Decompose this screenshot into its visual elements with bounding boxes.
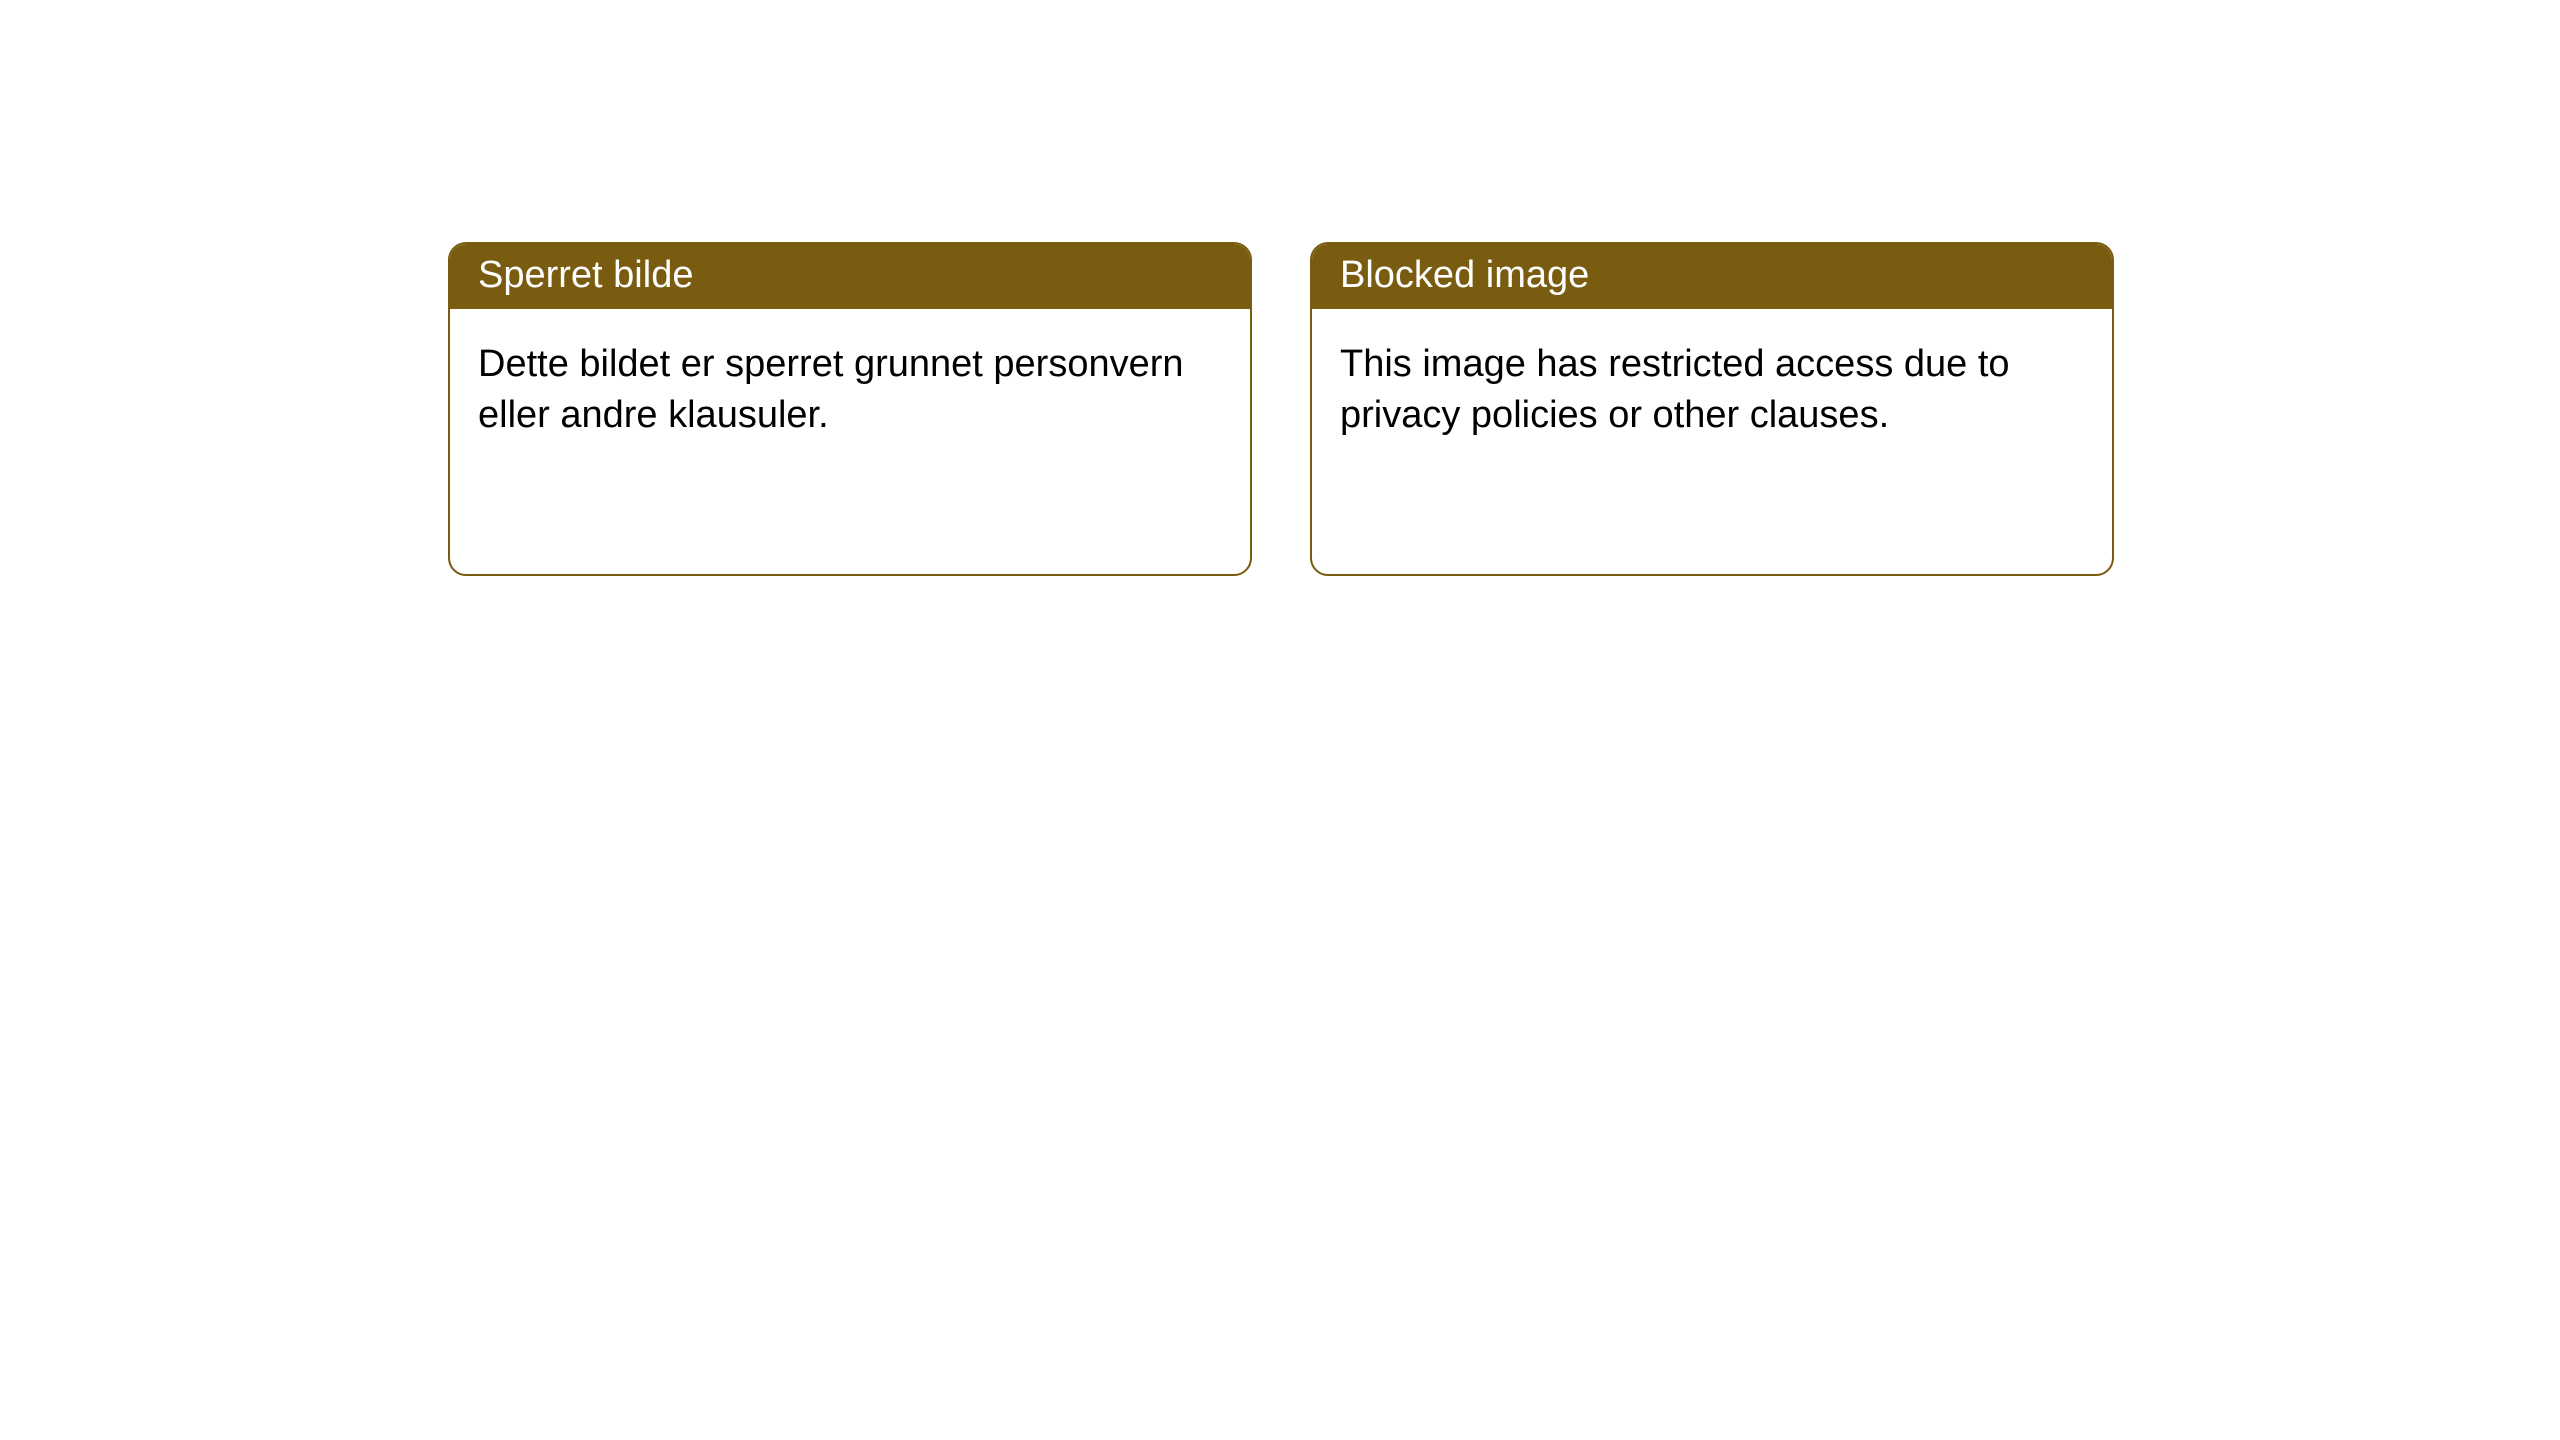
notice-card-english: Blocked image This image has restricted … [1310, 242, 2114, 576]
card-header: Blocked image [1312, 244, 2112, 309]
card-title: Sperret bilde [478, 254, 693, 296]
notice-cards-container: Sperret bilde Dette bildet er sperret gr… [0, 0, 2560, 576]
card-title: Blocked image [1340, 254, 1589, 296]
card-header: Sperret bilde [450, 244, 1250, 309]
card-body: This image has restricted access due to … [1312, 309, 2112, 472]
card-body-text: Dette bildet er sperret grunnet personve… [478, 343, 1184, 436]
card-body: Dette bildet er sperret grunnet personve… [450, 309, 1250, 472]
card-body-text: This image has restricted access due to … [1340, 343, 2010, 436]
notice-card-norwegian: Sperret bilde Dette bildet er sperret gr… [448, 242, 1252, 576]
